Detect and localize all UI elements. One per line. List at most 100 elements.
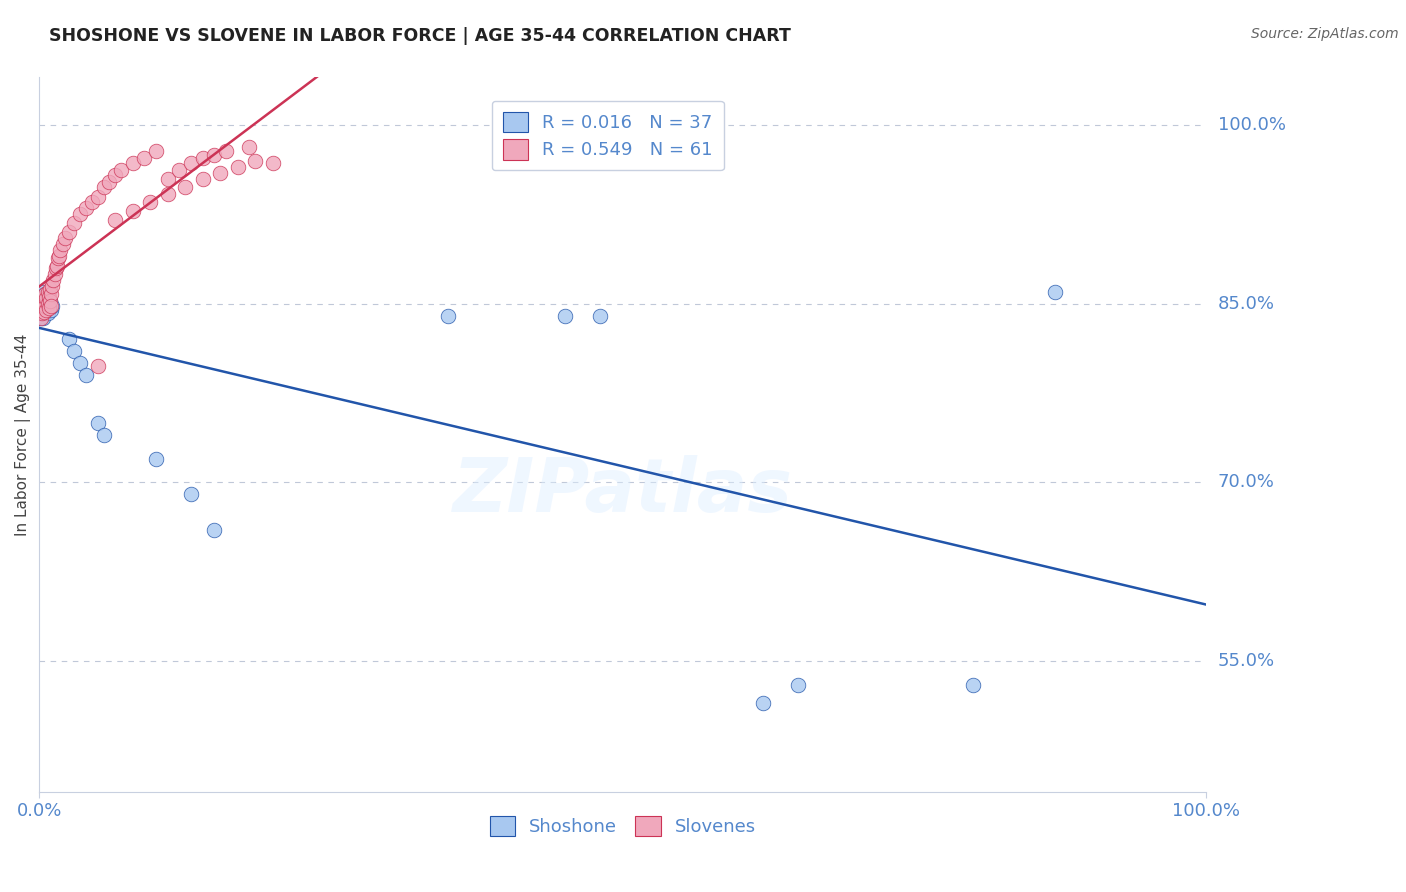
Point (180, 156, 202, 170)
Point (30, 302, 52, 317)
Point (86, 416, 108, 430)
Point (32, 305, 55, 319)
Point (75, 202, 97, 216)
Point (93, 427, 115, 442)
Point (34, 299, 56, 313)
Point (31, 285, 53, 299)
Point (104, 168, 127, 182)
Point (35, 302, 58, 317)
Point (39, 302, 62, 317)
Point (31, 296, 53, 310)
Point (1043, 285, 1066, 299)
Point (38, 294, 60, 309)
Point (80, 195, 103, 210)
Point (98, 175, 121, 189)
Point (156, 187, 179, 202)
Point (49, 243, 72, 257)
Point (262, 156, 284, 170)
Point (110, 163, 132, 178)
Point (169, 163, 191, 178)
Point (37, 285, 59, 299)
Point (554, 309, 576, 323)
Text: 70.0%: 70.0% (1218, 474, 1274, 491)
Point (48, 249, 70, 263)
Point (69, 207, 91, 221)
Point (45, 260, 67, 275)
Point (245, 153, 267, 168)
Point (38, 301, 60, 316)
Text: 85.0%: 85.0% (1218, 294, 1275, 313)
Point (32, 294, 55, 309)
Point (35, 291, 58, 305)
Point (30, 310, 52, 325)
Point (787, 678, 810, 692)
Point (134, 152, 156, 166)
Point (437, 309, 460, 323)
Point (34, 299, 56, 313)
Text: Source: ZipAtlas.com: Source: ZipAtlas.com (1251, 27, 1399, 41)
Text: SHOSHONE VS SLOVENE IN LABOR FORCE | AGE 35-44 CORRELATION CHART: SHOSHONE VS SLOVENE IN LABOR FORCE | AGE… (49, 27, 792, 45)
Point (139, 195, 162, 210)
Point (37, 294, 59, 309)
Point (180, 487, 202, 501)
Text: 55.0%: 55.0% (1218, 652, 1275, 670)
Point (31, 300, 53, 314)
Legend: Shoshone, Slovenes: Shoshone, Slovenes (482, 808, 763, 844)
Point (30, 291, 52, 305)
Point (38, 282, 60, 296)
Point (31, 310, 53, 325)
Point (202, 148, 225, 162)
Point (38, 289, 60, 303)
Point (31, 306, 53, 320)
Point (588, 309, 610, 323)
Point (35, 302, 58, 317)
Point (63, 344, 86, 359)
Point (39, 287, 62, 301)
Point (58, 333, 80, 347)
Point (93, 180, 115, 194)
Point (31, 291, 53, 305)
Point (58, 225, 80, 239)
Point (31, 296, 53, 310)
Point (104, 213, 127, 227)
Point (63, 216, 86, 230)
Point (209, 166, 232, 180)
Point (37, 306, 59, 320)
Point (41, 299, 63, 313)
Point (31, 300, 53, 314)
Point (121, 156, 143, 170)
Point (31, 291, 53, 305)
Point (34, 287, 56, 301)
Point (45, 259, 67, 273)
Point (962, 678, 984, 692)
Point (39, 299, 62, 313)
Point (35, 291, 58, 305)
Point (86, 189, 108, 203)
Point (37, 296, 59, 310)
Point (53, 231, 76, 245)
Point (30, 310, 52, 325)
Point (156, 171, 179, 186)
Point (30, 302, 52, 317)
Point (32, 294, 55, 309)
Point (42, 273, 65, 287)
Point (44, 267, 66, 281)
Point (226, 160, 249, 174)
Point (32, 305, 55, 319)
Point (69, 356, 91, 370)
Point (31, 309, 53, 323)
Text: ZIPatlas: ZIPatlas (453, 455, 793, 528)
Point (46, 252, 69, 266)
Point (41, 278, 63, 293)
Point (752, 696, 775, 710)
Point (191, 152, 214, 166)
Point (121, 203, 143, 218)
Point (38, 294, 60, 309)
Point (86, 359, 108, 373)
Y-axis label: In Labor Force | Age 35-44: In Labor Force | Age 35-44 (15, 334, 31, 536)
Point (38, 299, 60, 313)
Point (75, 368, 97, 383)
Point (34, 287, 56, 301)
Point (215, 145, 238, 159)
Point (174, 180, 197, 194)
